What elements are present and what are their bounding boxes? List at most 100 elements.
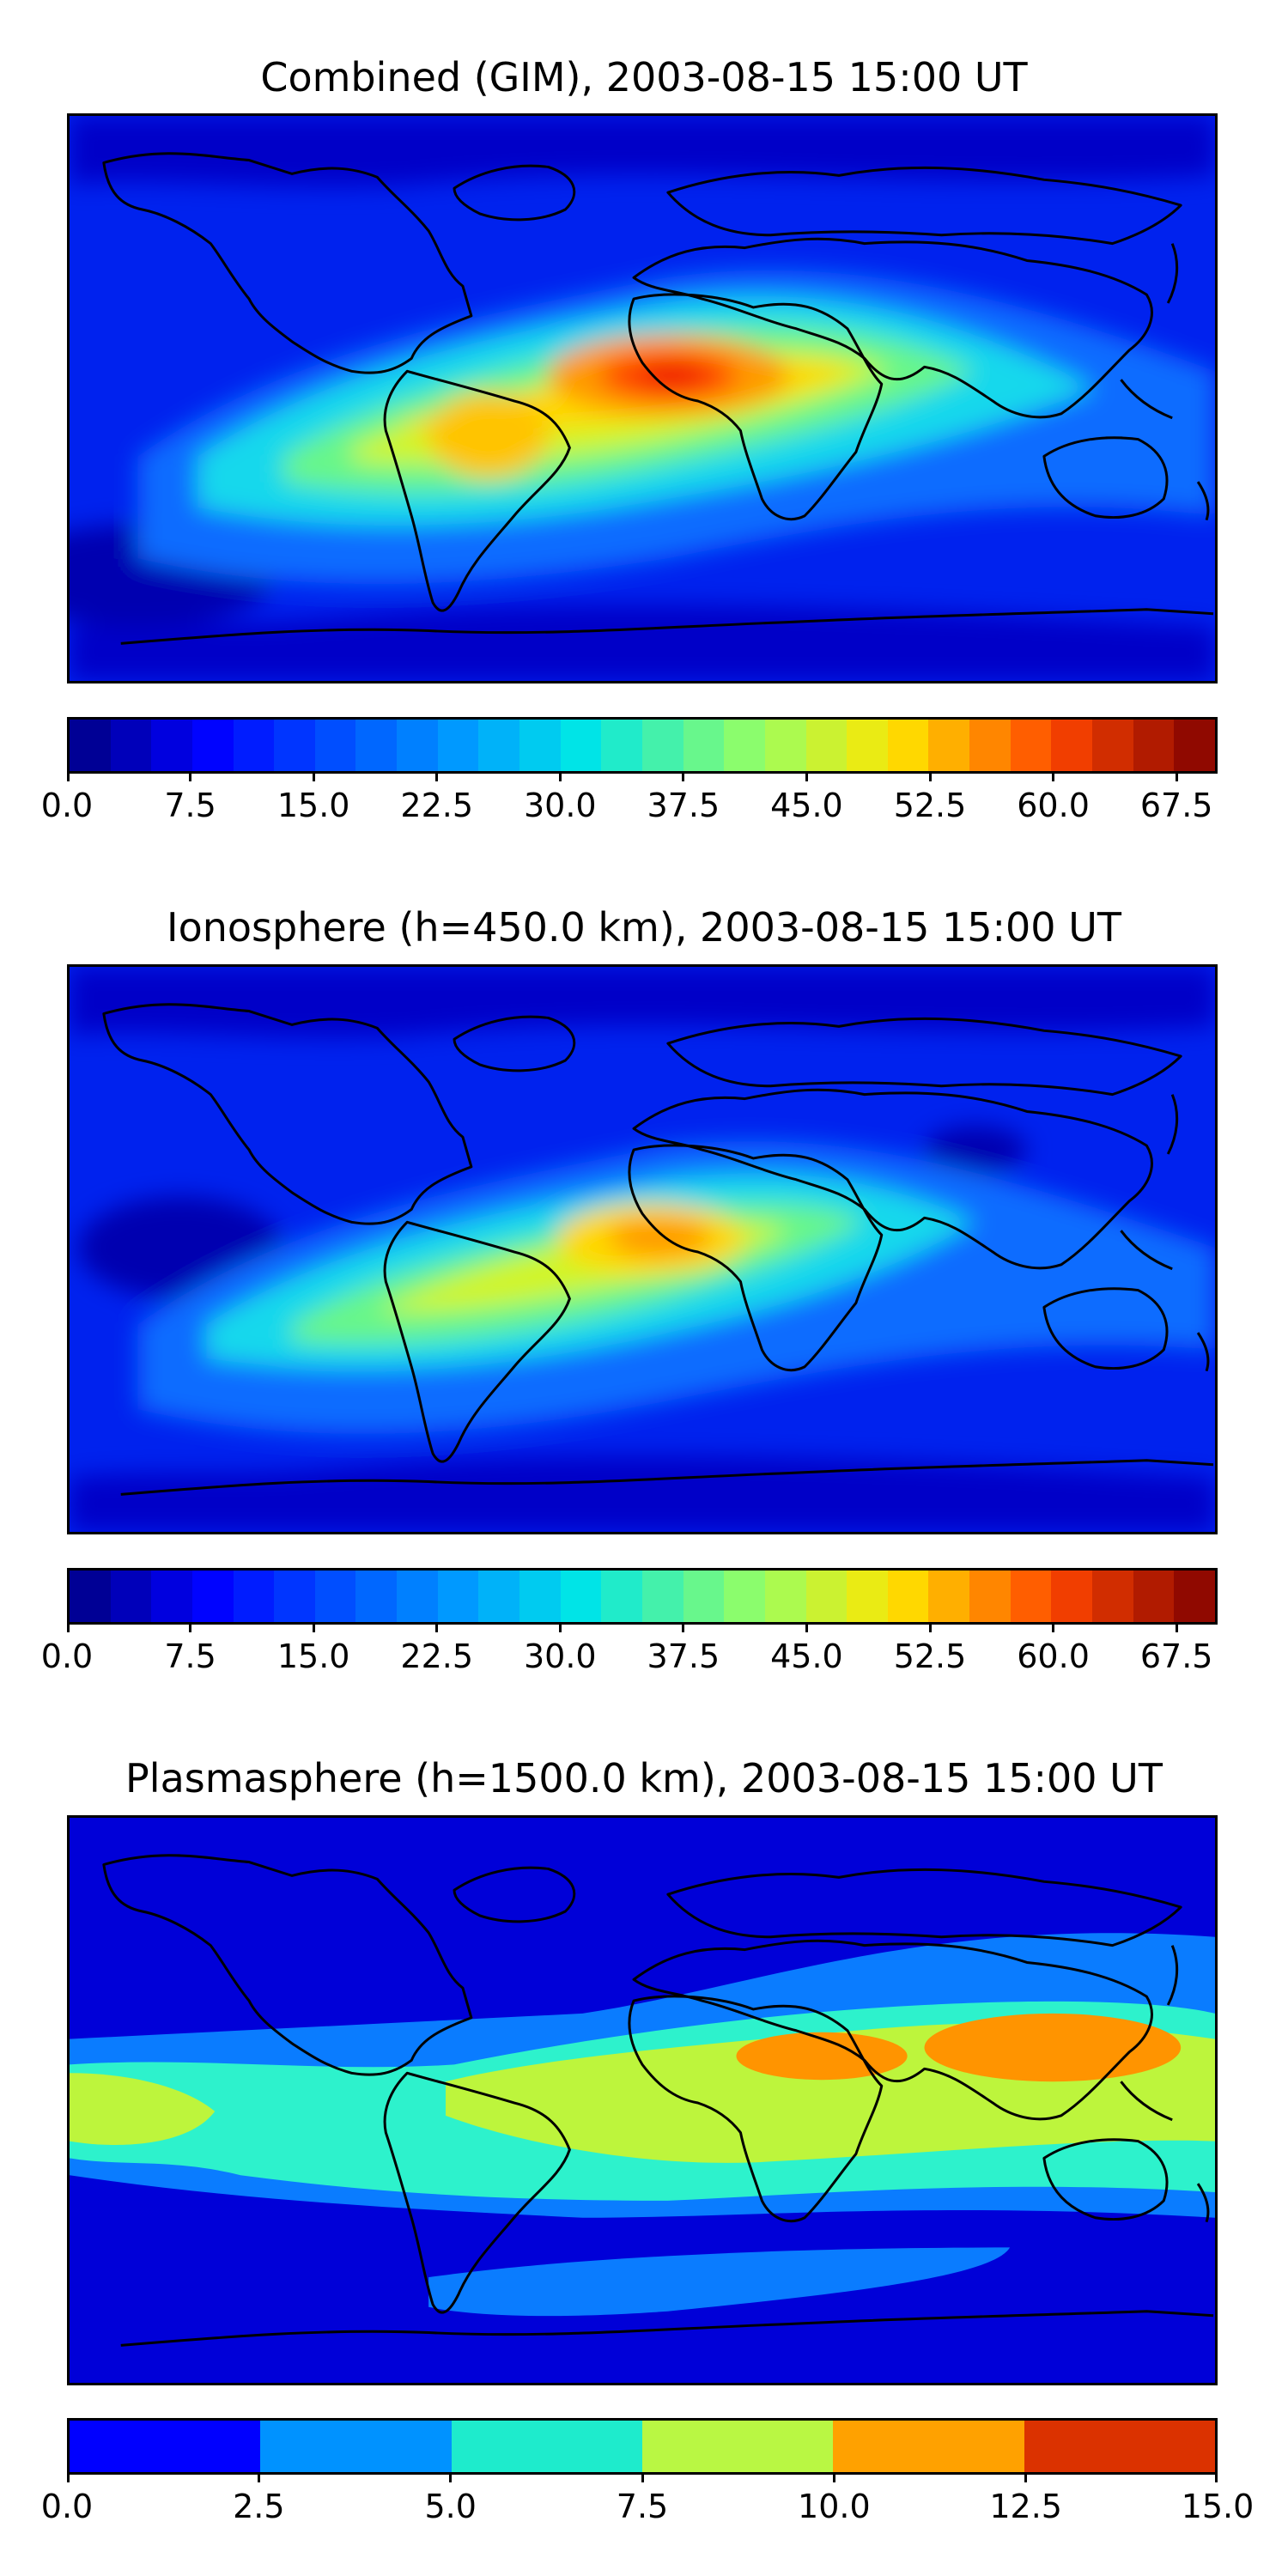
colorbar-level bbox=[233, 720, 275, 771]
colorbar-tick-label: 52.5 bbox=[893, 787, 967, 824]
colorbar-level bbox=[1174, 720, 1215, 771]
colorbar-tick bbox=[67, 1622, 70, 1632]
colorbar-tick bbox=[435, 771, 439, 781]
panel-1-map bbox=[67, 113, 1218, 683]
colorbar-level bbox=[260, 2421, 452, 2472]
colorbar-tick bbox=[189, 1622, 192, 1632]
colorbar-level bbox=[437, 720, 479, 771]
colorbar-level bbox=[1092, 1571, 1133, 1622]
panel-1-colorbar bbox=[67, 717, 1218, 774]
panel-1-colorbar-ticks: 0.0 7.5 15.0 22.5 30.0 37.5 45.0 52.5 60.0 67.5 bbox=[41, 771, 1218, 824]
colorbar-level bbox=[969, 1571, 1011, 1622]
colorbar-level bbox=[683, 720, 725, 771]
colorbar-tick-label: 45.0 bbox=[770, 787, 843, 824]
colorbar-level bbox=[1051, 1571, 1093, 1622]
colorbar-tick bbox=[832, 2472, 835, 2482]
panel-3-title: Plasmasphere (h=1500.0 km), 2003-08-15 1… bbox=[125, 1755, 1163, 1801]
colorbar-tick bbox=[1052, 1622, 1055, 1632]
panel-2-title: Ionosphere (h=450.0 km), 2003-08-15 15:0… bbox=[167, 904, 1121, 951]
colorbar-tick bbox=[189, 771, 192, 781]
colorbar-level bbox=[805, 720, 848, 771]
colorbar-tick bbox=[67, 771, 70, 781]
colorbar-level bbox=[805, 1571, 848, 1622]
colorbar-level bbox=[764, 1571, 806, 1622]
colorbar-level bbox=[70, 1571, 111, 1622]
colorbar-level bbox=[397, 720, 438, 771]
colorbar-level bbox=[1010, 1571, 1052, 1622]
colorbar-level bbox=[928, 720, 970, 771]
colorbar-tick bbox=[558, 771, 562, 781]
colorbar-tick-label: 15.0 bbox=[276, 787, 350, 824]
colorbar-tick bbox=[257, 2472, 260, 2482]
colorbar-level bbox=[1133, 720, 1175, 771]
colorbar-level bbox=[355, 720, 398, 771]
panel-2-colorbar bbox=[67, 1568, 1218, 1625]
colorbar-level bbox=[191, 1571, 234, 1622]
colorbar-level bbox=[70, 720, 111, 771]
colorbar-tick-label: 22.5 bbox=[400, 787, 474, 824]
colorbar-tick bbox=[805, 1622, 808, 1632]
colorbar-tick bbox=[312, 771, 315, 781]
colorbar-tick-label: 10.0 bbox=[798, 2488, 871, 2525]
colorbar-tick-label: 37.5 bbox=[647, 1637, 720, 1675]
colorbar-tick-label: 37.5 bbox=[647, 787, 720, 824]
colorbar-level bbox=[397, 1571, 438, 1622]
colorbar-level bbox=[560, 720, 602, 771]
colorbar-level bbox=[233, 1571, 275, 1622]
colorbar-level bbox=[764, 720, 806, 771]
colorbar-tick-label: 0.0 bbox=[40, 787, 94, 824]
colorbar-tick-label: 30.0 bbox=[523, 1637, 597, 1675]
colorbar-tick-label: 15.0 bbox=[276, 1637, 350, 1675]
panel-2-map bbox=[67, 964, 1218, 1534]
colorbar-level bbox=[601, 720, 642, 771]
colorbar-level bbox=[355, 1571, 398, 1622]
colorbar-level bbox=[969, 720, 1011, 771]
colorbar-level bbox=[724, 1571, 765, 1622]
colorbar-level bbox=[274, 720, 315, 771]
colorbar-tick-label: 60.0 bbox=[1017, 787, 1090, 824]
colorbar-tick bbox=[805, 771, 808, 781]
colorbar-tick bbox=[641, 2472, 644, 2482]
colorbar-level bbox=[601, 1571, 642, 1622]
colorbar-tick bbox=[1215, 2472, 1218, 2482]
colorbar-level bbox=[928, 1571, 970, 1622]
colorbar-level bbox=[560, 1571, 602, 1622]
colorbar-level bbox=[451, 2421, 642, 2472]
colorbar-tick bbox=[1175, 771, 1178, 781]
colorbar-level bbox=[1174, 1571, 1215, 1622]
colorbar-level bbox=[847, 720, 888, 771]
colorbar-tick-label: 7.5 bbox=[164, 787, 216, 824]
colorbar-level bbox=[1133, 1571, 1175, 1622]
colorbar-level bbox=[314, 720, 356, 771]
colorbar-level bbox=[847, 1571, 888, 1622]
colorbar-level bbox=[478, 720, 520, 771]
colorbar-tick bbox=[928, 1622, 932, 1632]
colorbar-level bbox=[641, 1571, 683, 1622]
colorbar-tick-label: 67.5 bbox=[1139, 787, 1213, 824]
colorbar-tick bbox=[928, 771, 932, 781]
colorbar-level bbox=[151, 1571, 192, 1622]
colorbar-tick bbox=[682, 1622, 685, 1632]
colorbar-level bbox=[1092, 720, 1133, 771]
colorbar-tick bbox=[558, 1622, 562, 1632]
colorbar-tick bbox=[1024, 2472, 1028, 2482]
colorbar-tick-label: 5.0 bbox=[424, 2488, 477, 2525]
colorbar-level bbox=[110, 1571, 152, 1622]
colorbar-tick-label: 52.5 bbox=[893, 1637, 967, 1675]
colorbar-level bbox=[110, 720, 152, 771]
colorbar-level bbox=[887, 720, 929, 771]
colorbar-tick-label: 45.0 bbox=[770, 1637, 843, 1675]
colorbar-tick-label: 60.0 bbox=[1017, 1637, 1090, 1675]
colorbar-level bbox=[833, 2421, 1024, 2472]
colorbar-level bbox=[519, 720, 561, 771]
panel-3-colorbar-ticks: 0.0 2.5 5.0 7.5 10.0 12.5 15.0 bbox=[41, 2472, 1254, 2525]
panel-2-colorbar-ticks: 0.0 7.5 15.0 22.5 30.0 37.5 45.0 52.5 60.0 67.5 bbox=[41, 1622, 1218, 1675]
colorbar-tick-label: 7.5 bbox=[616, 2488, 669, 2525]
colorbar-level bbox=[70, 2421, 261, 2472]
colorbar-level bbox=[1051, 720, 1093, 771]
colorbar-tick bbox=[1175, 1622, 1178, 1632]
colorbar-tick-label: 67.5 bbox=[1139, 1637, 1213, 1675]
colorbar-level bbox=[314, 1571, 356, 1622]
panel-1-title: Combined (GIM), 2003-08-15 15:00 UT bbox=[260, 54, 1028, 100]
colorbar-tick-label: 2.5 bbox=[233, 2488, 285, 2525]
